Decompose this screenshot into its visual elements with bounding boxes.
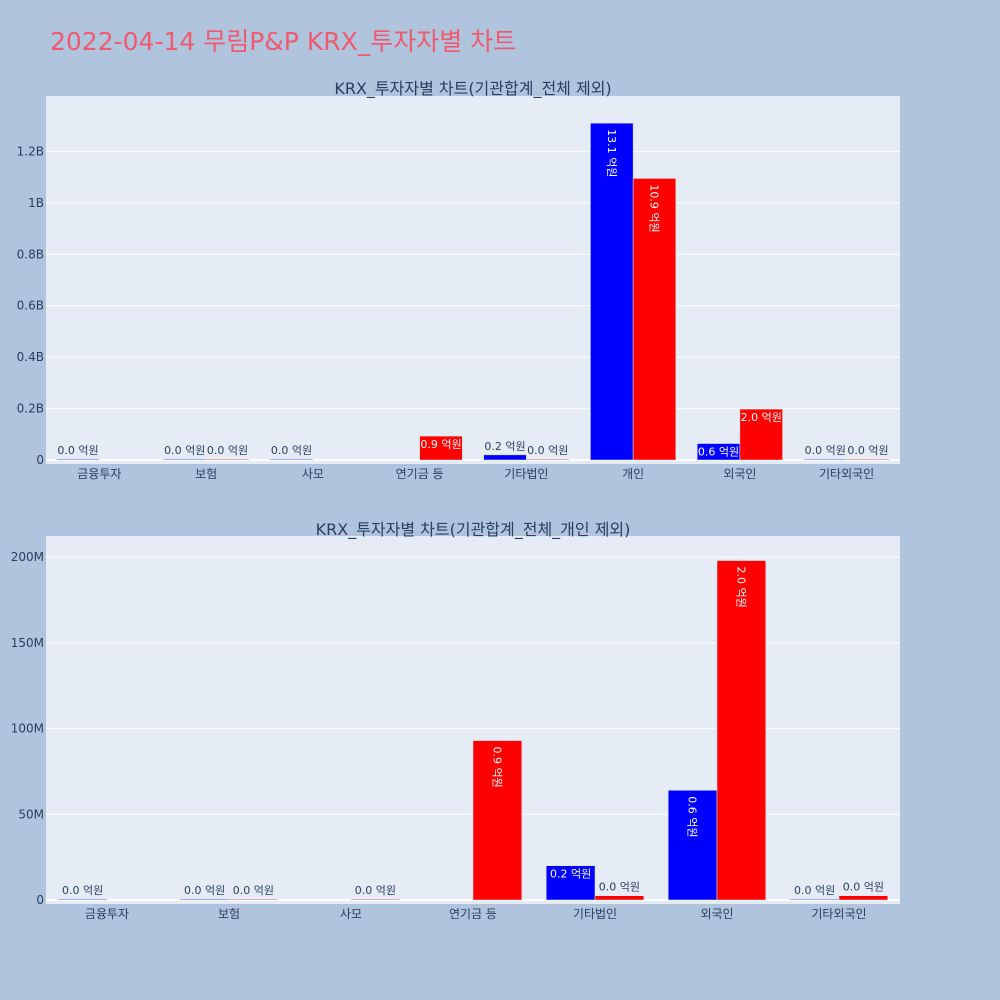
x-tick-label: 보험 bbox=[195, 467, 217, 481]
x-tick-label: 연기금 등 bbox=[396, 467, 444, 481]
bar bbox=[594, 895, 645, 901]
bar-value-label: 2.0 억원 bbox=[741, 411, 782, 424]
bar bbox=[667, 790, 718, 901]
bar-value-label: 0.0 억원 bbox=[207, 444, 248, 457]
bar-value-label: 0.6 억원 bbox=[698, 446, 739, 459]
chart-2: 0 50M 100M 150M 200M KRX_투자자별 차트(기관합계_전체_개인 제… bbox=[11, 520, 900, 921]
x-tick-label: 개인 bbox=[622, 467, 644, 481]
x-tick-label: 외국인 bbox=[700, 907, 733, 921]
x-tick-label: 보험 bbox=[218, 907, 240, 921]
y-tick-label: 50M bbox=[18, 807, 44, 821]
bar bbox=[205, 458, 250, 461]
bar bbox=[590, 122, 634, 461]
bar-value-label: 0.2 억원 bbox=[484, 440, 525, 453]
bar bbox=[545, 865, 596, 901]
y-tick-label: 0 bbox=[36, 893, 44, 907]
chart-1: 0 0.2B 0.4B 0.6B 0.8B 1B 1.2B KRX_투자자별 차트(기관합계_… bbox=[17, 79, 900, 481]
y-tick-label: 200M bbox=[11, 550, 44, 564]
bar-value-label: 0.0 억원 bbox=[355, 884, 396, 897]
x-tick-label: 기타법인 bbox=[504, 467, 548, 481]
bar bbox=[838, 895, 889, 901]
bar bbox=[846, 458, 890, 461]
bar-value-label: 0.2 억원 bbox=[550, 868, 591, 881]
bar bbox=[419, 435, 463, 461]
y-tick-label: 0.8B bbox=[17, 247, 44, 261]
bar bbox=[350, 898, 401, 901]
bar-value-label: 0.0 억원 bbox=[599, 881, 640, 894]
x-tick-label: 연기금 등 bbox=[449, 907, 497, 921]
bar-value-label: 10.9 억원 bbox=[647, 184, 660, 232]
y-tick-label: 150M bbox=[11, 636, 44, 650]
bar-value-label: 0.0 억원 bbox=[843, 881, 884, 894]
bar bbox=[56, 458, 100, 461]
bar-value-label: 0.0 억원 bbox=[847, 444, 888, 457]
y-tick-label: 0.6B bbox=[17, 299, 44, 313]
bar bbox=[739, 408, 783, 461]
x-tick-label: 기타법인 bbox=[573, 907, 617, 921]
bar-value-label: 0.0 억원 bbox=[233, 884, 274, 897]
bar bbox=[716, 560, 767, 901]
x-tick-label: 사모 bbox=[302, 467, 324, 481]
plot-area bbox=[46, 96, 900, 464]
x-tick-label: 금융투자 bbox=[77, 467, 121, 481]
bar-value-label: 2.0 억원 bbox=[734, 567, 747, 608]
x-tick-label: 기타외국인 bbox=[811, 907, 866, 921]
y-tick-label: 1.2B bbox=[17, 144, 44, 158]
bar bbox=[803, 458, 847, 461]
y-tick-label: 1B bbox=[28, 196, 44, 210]
y-tick-label: 0 bbox=[36, 453, 44, 467]
bar bbox=[632, 178, 677, 461]
bar bbox=[789, 898, 840, 901]
x-tick-label: 사모 bbox=[340, 907, 362, 921]
bar-value-label: 13.1 억원 bbox=[605, 129, 618, 177]
bar-value-label: 0.0 억원 bbox=[184, 884, 225, 897]
bar-value-label: 0.0 억원 bbox=[164, 444, 205, 457]
bar-value-label: 0.9 억원 bbox=[490, 747, 503, 788]
x-tick-label: 외국인 bbox=[723, 467, 756, 481]
bar-value-label: 0.9 억원 bbox=[420, 438, 461, 451]
x-tick-label: 기타외국인 bbox=[819, 467, 874, 481]
bar-value-label: 0.0 억원 bbox=[794, 884, 835, 897]
page-title: 2022-04-14 무림P&P KRX_투자자별 차트 bbox=[50, 27, 517, 56]
x-tick-label: 금융투자 bbox=[85, 907, 129, 921]
bar bbox=[472, 740, 523, 901]
bar-value-label: 0.0 억원 bbox=[805, 444, 846, 457]
bar-value-label: 0.0 억원 bbox=[62, 884, 103, 897]
bar bbox=[526, 458, 570, 461]
bar bbox=[179, 898, 230, 901]
bar-value-label: 0.0 억원 bbox=[57, 444, 98, 457]
bar bbox=[228, 898, 279, 901]
bar-value-label: 0.0 억원 bbox=[271, 444, 312, 457]
y-tick-label: 0.2B bbox=[17, 402, 44, 416]
bar-value-label: 0.0 억원 bbox=[527, 444, 568, 457]
y-tick-label: 0.4B bbox=[17, 350, 44, 364]
y-tick-label: 100M bbox=[11, 722, 44, 736]
bar bbox=[163, 458, 207, 461]
bar bbox=[269, 458, 314, 461]
bar bbox=[57, 898, 108, 901]
bar-value-label: 0.6 억원 bbox=[686, 796, 699, 837]
chart-title: KRX_투자자별 차트(기관합계_전체_개인 제외) bbox=[316, 520, 631, 540]
bar bbox=[483, 454, 527, 461]
chart-title: KRX_투자자별 차트(기관합계_전체 제외) bbox=[334, 79, 611, 99]
